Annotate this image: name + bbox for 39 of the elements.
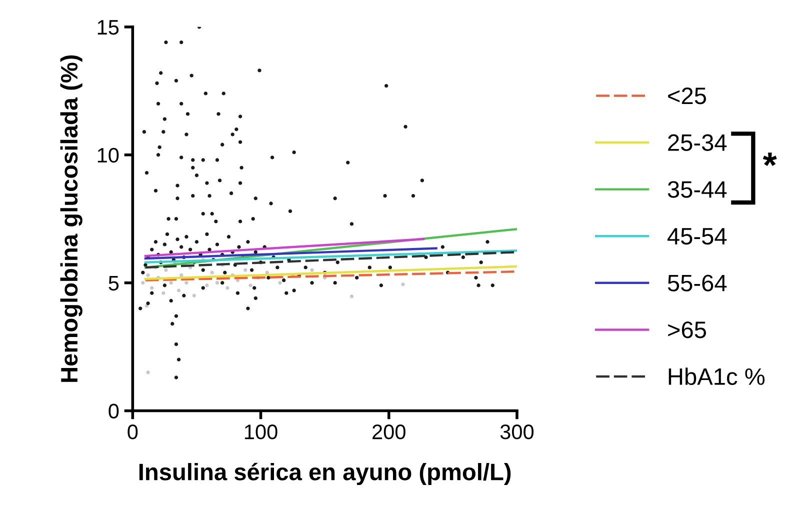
point (248, 284, 252, 288)
point (210, 270, 214, 274)
point (310, 268, 314, 272)
y-tick-label: 10 (98, 148, 119, 163)
legend-label: >65 (668, 322, 706, 338)
point (184, 280, 188, 285)
point (244, 268, 248, 272)
y-tick-label: 5 (108, 276, 119, 291)
point (205, 284, 209, 288)
point (278, 280, 282, 285)
x-tick-label: 200 (372, 424, 406, 440)
x-tick-label: 100 (244, 424, 278, 440)
legend-label: <25 (668, 87, 706, 104)
point (401, 282, 405, 286)
legend-label: 35-44 (668, 181, 727, 198)
x-tick-label: 0 (128, 424, 138, 440)
point (146, 370, 150, 374)
text: * (762, 152, 777, 166)
point (169, 280, 173, 285)
legend-label: 55-64 (668, 274, 727, 292)
y-axis-title: Hemoglobina glucosilada (%) (60, 55, 82, 382)
point (146, 273, 150, 277)
x-tick-label: 300 (500, 424, 534, 440)
point (141, 280, 145, 285)
point (150, 286, 154, 290)
point (164, 268, 168, 272)
y-tick-label: 15 (98, 20, 119, 35)
legend-label: 45-54 (667, 228, 727, 245)
x-axis-title: Insulina sérica en ayuno (pmol/L) (139, 462, 511, 486)
point (350, 294, 354, 298)
legend-label: HbA1c % (668, 368, 765, 386)
point (192, 294, 196, 298)
point (180, 273, 184, 277)
legend-label: 25-34 (668, 134, 727, 152)
point (226, 286, 230, 290)
point (176, 288, 181, 292)
point (215, 280, 220, 285)
point (162, 291, 166, 295)
y-tick-label: 0 (108, 404, 119, 419)
